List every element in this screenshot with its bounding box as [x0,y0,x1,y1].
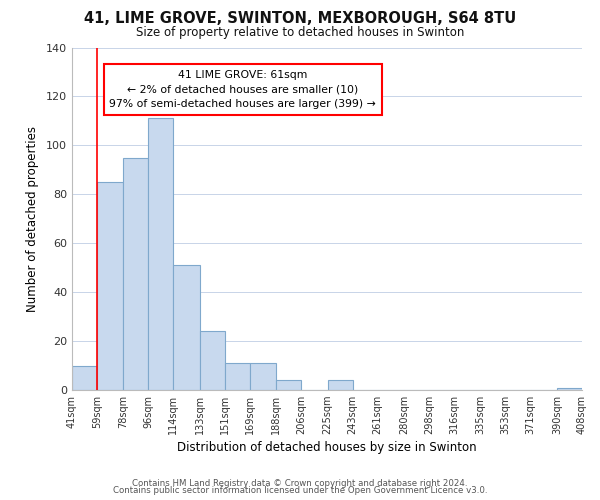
Bar [328,380,353,390]
Bar [557,388,582,390]
Text: Contains HM Land Registry data © Crown copyright and database right 2024.: Contains HM Land Registry data © Crown c… [132,478,468,488]
Text: 41 LIME GROVE: 61sqm
← 2% of detached houses are smaller (10)
97% of semi-detach: 41 LIME GROVE: 61sqm ← 2% of detached ho… [109,70,376,110]
Text: Size of property relative to detached houses in Swinton: Size of property relative to detached ho… [136,26,464,39]
Bar [200,332,225,390]
Y-axis label: Number of detached properties: Number of detached properties [26,126,39,312]
Bar [250,363,276,390]
Bar [225,363,250,390]
Text: Contains public sector information licensed under the Open Government Licence v3: Contains public sector information licen… [113,486,487,495]
X-axis label: Distribution of detached houses by size in Swinton: Distribution of detached houses by size … [177,442,477,454]
Bar [173,265,200,390]
Bar [276,380,301,390]
Bar [97,182,124,390]
Text: 41, LIME GROVE, SWINTON, MEXBOROUGH, S64 8TU: 41, LIME GROVE, SWINTON, MEXBOROUGH, S64… [84,11,516,26]
Bar [72,366,97,390]
Bar [124,158,148,390]
Bar [148,118,173,390]
